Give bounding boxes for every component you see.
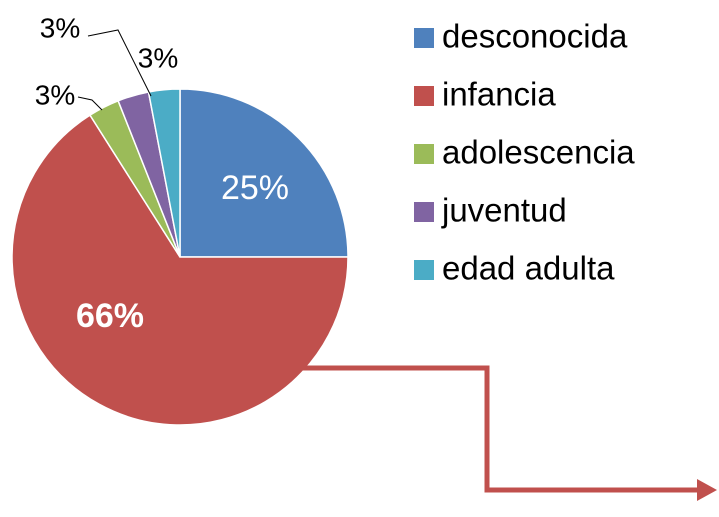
slice bbox=[179, 88, 349, 258]
pie: 25% 66% 3% 3% 3% bbox=[11, 12, 349, 426]
slice bbox=[11, 114, 349, 426]
arrow-head bbox=[697, 479, 717, 501]
legend-label: adolescencia bbox=[442, 134, 635, 171]
leader-line bbox=[77, 96, 103, 111]
arrow bbox=[235, 365, 717, 501]
legend: desconocida infancia adolescencia juventud e… bbox=[414, 18, 635, 287]
data-label: 66% bbox=[76, 297, 144, 335]
data-label: 3% bbox=[35, 79, 75, 110]
leader-line bbox=[87, 29, 152, 97]
legend-swatch bbox=[414, 144, 434, 164]
legend-swatch bbox=[414, 86, 434, 106]
arrow-line bbox=[235, 365, 703, 493]
data-label: 3% bbox=[138, 42, 178, 73]
data-label: 3% bbox=[40, 12, 80, 43]
legend-label: edad adulta bbox=[442, 250, 615, 287]
legend-label: infancia bbox=[442, 76, 556, 113]
legend-label: desconocida bbox=[442, 18, 628, 55]
data-label: 25% bbox=[221, 169, 289, 207]
legend-label: juventud bbox=[441, 192, 567, 229]
legend-swatch bbox=[414, 202, 434, 222]
legend-swatch bbox=[414, 260, 434, 280]
legend-swatch bbox=[414, 28, 434, 48]
